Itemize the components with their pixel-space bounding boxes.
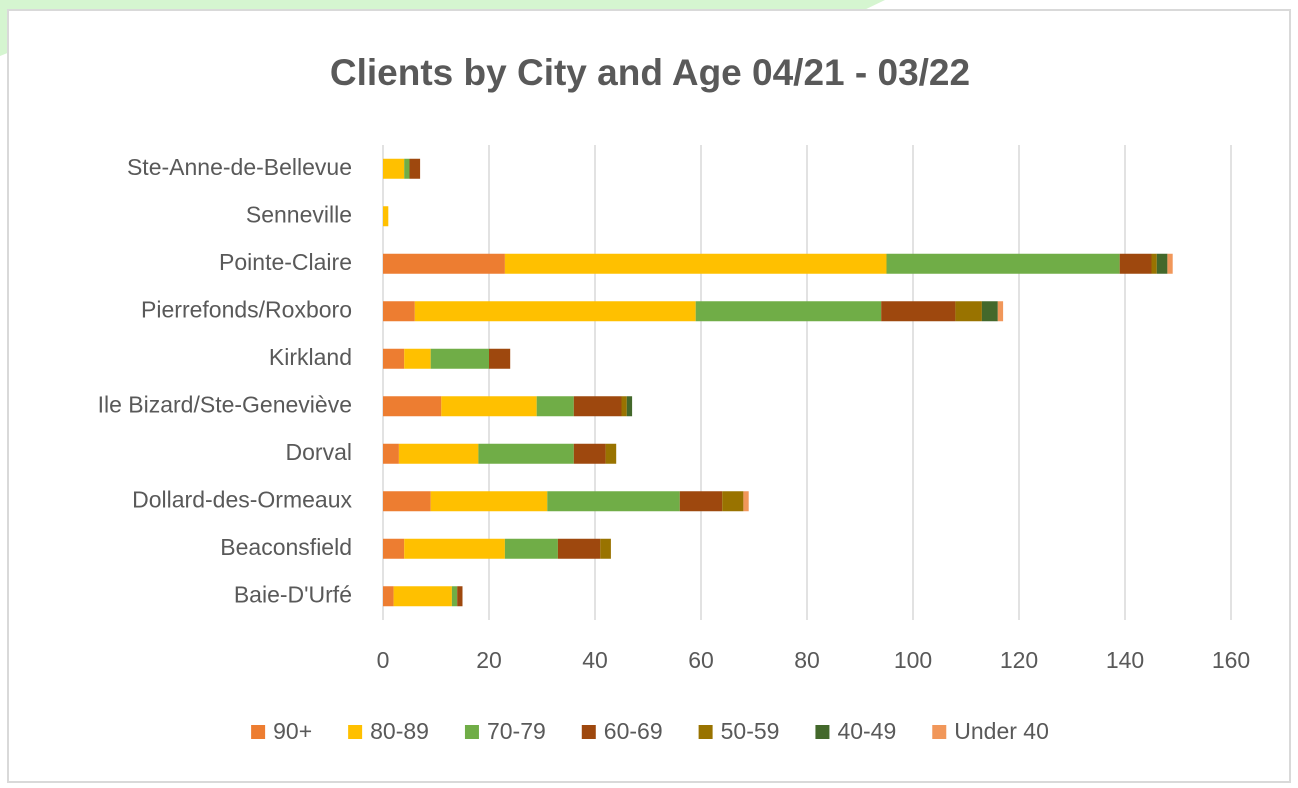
legend-swatch bbox=[581, 725, 596, 739]
y-tick-label: Ile Bizard/Ste-Geneviève bbox=[98, 391, 352, 417]
bar-segment bbox=[886, 253, 1120, 274]
x-tick-label: 0 bbox=[377, 647, 390, 673]
bar-segment bbox=[955, 301, 982, 322]
bar-segment bbox=[981, 301, 998, 322]
bar-segment bbox=[997, 301, 1004, 322]
bar-segment bbox=[457, 586, 463, 607]
bar-segment bbox=[1119, 253, 1152, 274]
y-tick-label: Beaconsfield bbox=[220, 534, 352, 560]
bar-segment bbox=[536, 396, 574, 417]
y-tick-label: Pointe-Claire bbox=[219, 249, 352, 275]
bar-segment bbox=[573, 396, 622, 417]
y-tick-label: Ste-Anne-de-Bellevue bbox=[127, 154, 352, 180]
y-tick-label: Dollard-des-Ormeaux bbox=[132, 486, 352, 512]
bar-segment bbox=[600, 538, 611, 559]
bar-segment bbox=[398, 443, 479, 464]
legend-label: Under 40 bbox=[954, 718, 1049, 744]
bar-segment bbox=[1156, 253, 1168, 274]
bar-segment bbox=[743, 491, 749, 512]
bar-segment bbox=[557, 538, 601, 559]
bar-segment bbox=[573, 443, 606, 464]
legend-swatch bbox=[932, 725, 947, 739]
legend-swatch bbox=[698, 725, 713, 739]
bar-segment bbox=[881, 301, 956, 322]
bar-segment bbox=[409, 158, 421, 179]
bar-segment bbox=[404, 158, 410, 179]
bar-segment bbox=[383, 348, 405, 369]
bar-segment bbox=[414, 301, 696, 322]
bar-segment bbox=[430, 348, 489, 369]
bar-segment bbox=[404, 538, 505, 559]
bar-segment bbox=[383, 586, 394, 607]
bar-segment bbox=[383, 158, 405, 179]
x-tick-label: 140 bbox=[1106, 647, 1144, 673]
legend-label: 90+ bbox=[273, 718, 312, 744]
legend-label: 50-59 bbox=[721, 718, 780, 744]
bar-segment bbox=[393, 586, 452, 607]
bar-segment bbox=[679, 491, 723, 512]
y-tick-label: Baie-D'Urfé bbox=[234, 581, 352, 607]
bar-segment bbox=[451, 586, 458, 607]
bar-segment bbox=[1151, 253, 1157, 274]
legend-label: 60-69 bbox=[604, 718, 663, 744]
bar-segment bbox=[504, 253, 887, 274]
x-tick-label: 120 bbox=[1000, 647, 1038, 673]
bar-segment bbox=[383, 206, 389, 227]
x-tick-label: 160 bbox=[1212, 647, 1250, 673]
bar-segment bbox=[621, 396, 627, 417]
bar-segment bbox=[430, 491, 548, 512]
bar-segment bbox=[489, 348, 511, 369]
bar-segment bbox=[722, 491, 744, 512]
legend-label: 70-79 bbox=[487, 718, 546, 744]
bar-segment bbox=[383, 443, 399, 464]
x-tick-label: 20 bbox=[476, 647, 502, 673]
y-tick-label: Kirkland bbox=[269, 344, 352, 370]
x-tick-label: 100 bbox=[894, 647, 932, 673]
x-tick-label: 60 bbox=[688, 647, 714, 673]
y-tick-label: Pierrefonds/Roxboro bbox=[141, 296, 352, 322]
bar-segment bbox=[547, 491, 680, 512]
bar-segment bbox=[1167, 253, 1173, 274]
bar-segment bbox=[441, 396, 537, 417]
bar-segment bbox=[404, 348, 431, 369]
x-tick-label: 80 bbox=[794, 647, 820, 673]
legend-label: 80-89 bbox=[370, 718, 429, 744]
legend-swatch bbox=[815, 725, 830, 739]
legend-swatch bbox=[251, 725, 266, 739]
chart-title: Clients by City and Age 04/21 - 03/22 bbox=[330, 52, 970, 93]
bar-segment bbox=[478, 443, 574, 464]
bar-segment bbox=[605, 443, 617, 464]
bar-segment bbox=[383, 253, 505, 274]
bar-segment bbox=[383, 301, 415, 322]
bar-segment bbox=[626, 396, 633, 417]
x-tick-label: 40 bbox=[582, 647, 608, 673]
legend-label: 40-49 bbox=[837, 718, 896, 744]
chart-border bbox=[7, 9, 1291, 783]
bar-segment bbox=[383, 396, 442, 417]
bar-segment bbox=[504, 538, 558, 559]
legend-swatch bbox=[464, 725, 479, 739]
y-tick-label: Senneville bbox=[246, 201, 352, 227]
bar-segment bbox=[383, 491, 431, 512]
legend-swatch bbox=[348, 725, 363, 739]
y-tick-label: Dorval bbox=[286, 439, 352, 465]
bar-segment bbox=[695, 301, 882, 322]
bar-segment bbox=[383, 538, 405, 559]
